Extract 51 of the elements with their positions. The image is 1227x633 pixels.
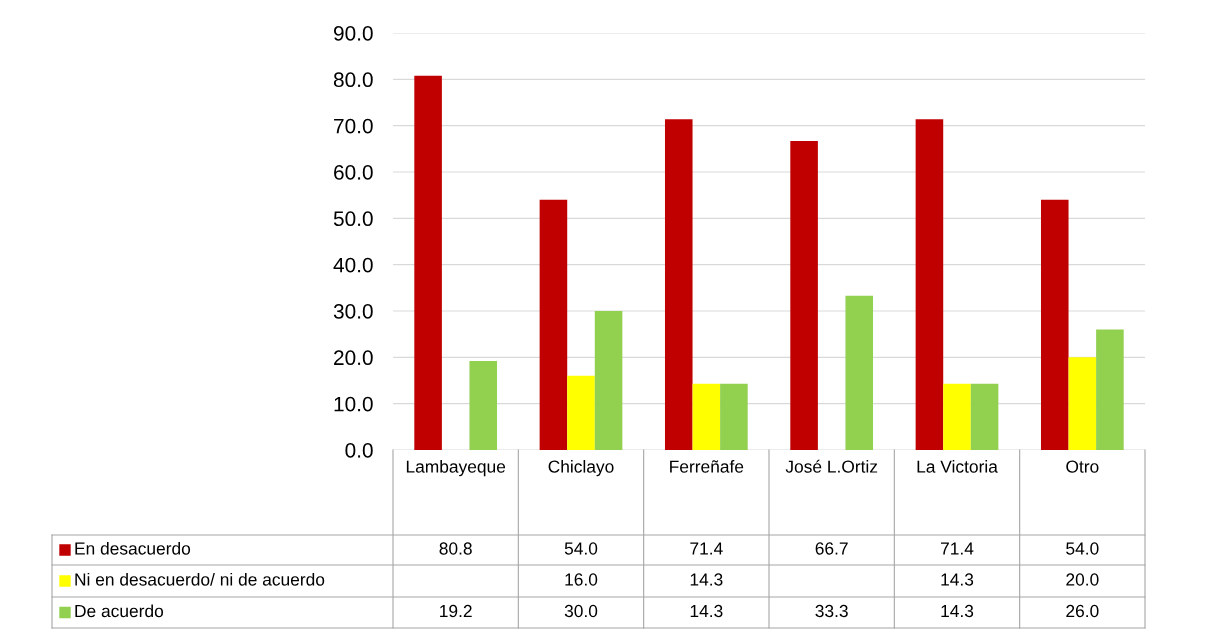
x-tick-label: Chiclayo	[548, 460, 614, 477]
data-label: 30.0	[564, 604, 598, 618]
data-label: 71.4	[941, 542, 974, 555]
y-tick-label: 90.0	[333, 26, 373, 41]
bar	[414, 75, 442, 450]
data-label: 16.0	[565, 573, 598, 586]
bar	[664, 119, 693, 450]
bar	[943, 383, 971, 450]
x-tick-label: Ferreñafe	[670, 460, 744, 473]
data-label: 14.3	[941, 573, 974, 586]
data-label: 14.3	[690, 604, 723, 618]
x-tick-label: José L.Ortiz	[785, 459, 878, 473]
data-label: 54.0	[1066, 542, 1099, 555]
y-tick-label: 50.0	[333, 211, 373, 227]
data-label: 14.3	[941, 604, 974, 618]
data-label: 66.7	[815, 542, 848, 555]
legend-label: Ni en desacuerdo/ ni de acuerdo	[75, 572, 325, 586]
data-label: 71.4	[690, 542, 723, 555]
bar	[720, 383, 748, 450]
data-label: 26.0	[1066, 604, 1099, 618]
bar	[845, 295, 874, 450]
y-tick-label: 40.0	[333, 257, 373, 273]
y-tick-label: 30.0	[333, 304, 373, 319]
y-tick-label: 0.0	[345, 443, 373, 458]
bar	[539, 199, 568, 450]
bar	[1040, 199, 1069, 450]
legend-label: En desacuerdo	[75, 541, 191, 555]
data-label: 20.0	[1066, 573, 1099, 586]
data-label: 33.3	[815, 604, 848, 618]
bar	[594, 311, 623, 450]
y-tick-label: 10.0	[334, 396, 373, 412]
data-label: 80.8	[439, 542, 472, 555]
y-tick-label: 20.0	[334, 350, 373, 366]
y-tick-label: 60.0	[334, 165, 373, 180]
bar	[469, 361, 498, 450]
data-label: 19.2	[440, 604, 472, 618]
x-tick-label: Otro	[1066, 460, 1099, 473]
bar	[567, 375, 595, 450]
y-tick-label: 70.0	[334, 118, 373, 134]
bar	[692, 383, 721, 450]
bar	[790, 140, 818, 450]
y-tick-label: 80.0	[333, 72, 373, 88]
bar	[1096, 329, 1124, 450]
bar	[915, 119, 944, 450]
bar	[970, 383, 999, 450]
data-label: 14.3	[690, 573, 723, 586]
x-tick-label: Lambayeque	[406, 460, 506, 477]
legend-label: De acuerdo	[75, 604, 164, 618]
x-tick-label: La Victoria	[917, 460, 998, 473]
bar	[1068, 357, 1097, 450]
data-label: 54.0	[564, 542, 598, 555]
